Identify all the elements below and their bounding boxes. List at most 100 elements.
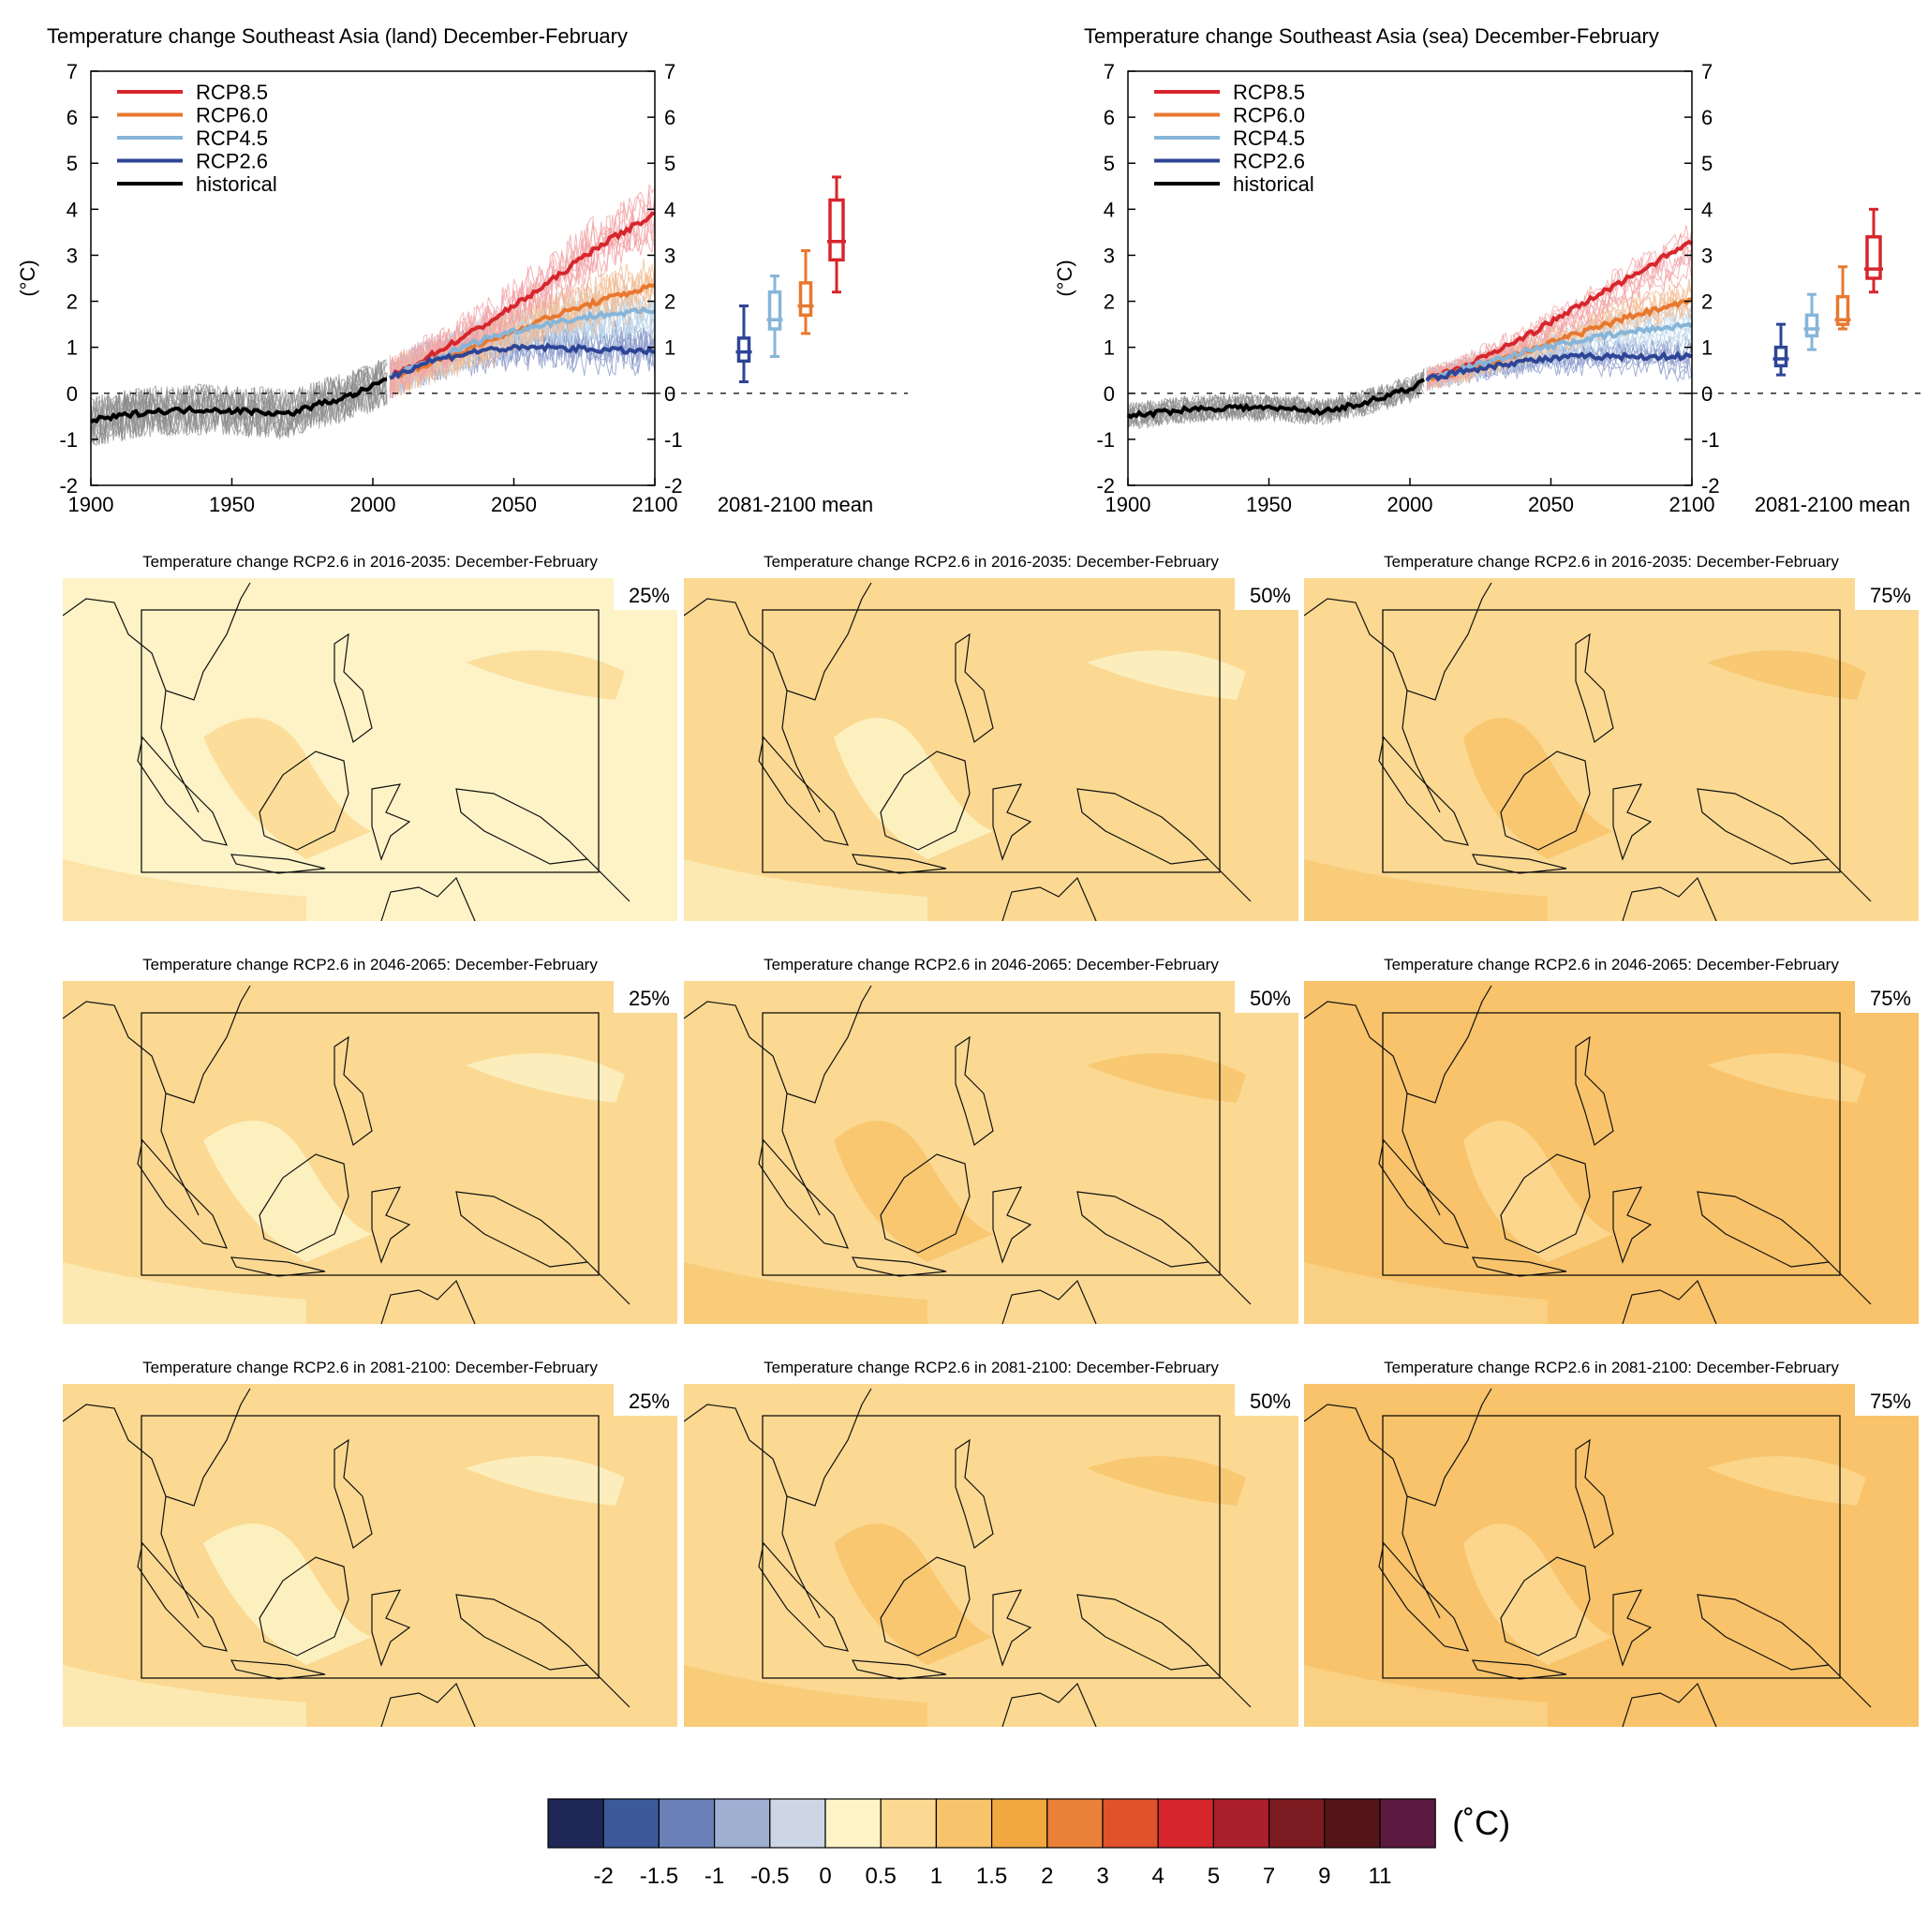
x-tick-label: 1900 xyxy=(1105,493,1151,516)
legend-label-historical: historical xyxy=(196,172,277,196)
map-title: Temperature change RCP2.6 in 2046-2065: … xyxy=(1384,956,1839,973)
colorbar-swatch xyxy=(1046,1798,1104,1849)
y-tick-label: 2 xyxy=(1104,290,1115,314)
rcp45-member-line xyxy=(1426,313,1693,385)
coastline xyxy=(371,1589,411,1667)
coastline xyxy=(160,1092,200,1216)
coastline xyxy=(1697,788,1831,865)
coastline xyxy=(334,632,373,744)
rcp85-mean-line xyxy=(389,211,656,379)
map-title: Temperature change RCP2.6 in 2081-2100: … xyxy=(142,1359,598,1376)
colorbar-tick-label: 7 xyxy=(1263,1864,1275,1889)
coastline xyxy=(380,1279,476,1324)
coastline xyxy=(880,751,971,851)
map-panel: 75% xyxy=(1304,578,1919,921)
colorbar-tick-label: 2 xyxy=(1041,1864,1053,1889)
y-axis-label: (°C) xyxy=(1053,260,1076,296)
colorbar-tick-label: -2 xyxy=(594,1864,614,1889)
anomaly-patch xyxy=(63,1262,306,1324)
percentile-label: 75% xyxy=(1870,987,1911,1010)
map-title: Temperature change RCP2.6 in 2046-2065: … xyxy=(142,956,598,973)
colorbar-tick-label: -0.5 xyxy=(750,1864,789,1889)
plot-frame xyxy=(1127,70,1693,486)
coastline xyxy=(851,1256,947,1277)
colorbar-swatch xyxy=(1157,1798,1215,1849)
anomaly-patch xyxy=(466,1053,625,1103)
coastline xyxy=(992,1589,1032,1667)
boxplot-box xyxy=(1773,345,1788,368)
coastline xyxy=(380,1682,476,1727)
rcp85-member-line xyxy=(1427,229,1693,382)
y-tick-label: 0 xyxy=(1104,382,1115,406)
coastline xyxy=(1378,1541,1470,1652)
coastline xyxy=(1622,876,1717,921)
map-title: Temperature change RCP2.6 in 2081-2100: … xyxy=(1384,1359,1839,1376)
y-tick-label-right: 5 xyxy=(1701,152,1713,175)
coastline xyxy=(1500,751,1591,851)
y-tick-label: -2 xyxy=(59,474,78,498)
percentile-box xyxy=(1855,1384,1919,1416)
anomaly-patch xyxy=(834,718,993,859)
y-tick-label-right: 2 xyxy=(1701,290,1713,314)
coastline xyxy=(455,788,589,865)
y-tick-label-right: 7 xyxy=(1701,60,1713,83)
legend-label-rcp85: RCP8.5 xyxy=(196,81,268,104)
coastline xyxy=(259,1556,349,1657)
coastline xyxy=(586,1664,630,1708)
coastline xyxy=(781,1495,821,1619)
colorbar-swatch xyxy=(824,1798,882,1849)
y-tick-label-right: -2 xyxy=(1701,474,1720,498)
coastline xyxy=(137,1138,229,1249)
coastline xyxy=(380,876,476,921)
y-tick-label: 7 xyxy=(67,60,78,83)
y-tick-label-right: 5 xyxy=(664,152,675,175)
anomaly-patch xyxy=(1463,1523,1613,1665)
percentile-box xyxy=(614,578,677,610)
coastline xyxy=(334,1035,373,1147)
coastline xyxy=(758,736,850,846)
coastline xyxy=(955,1035,994,1147)
coastline xyxy=(955,1438,994,1550)
colorbar-swatch xyxy=(769,1798,826,1849)
coastline xyxy=(586,1261,630,1305)
rcp85-member-line xyxy=(1426,225,1693,390)
percentile-label: 25% xyxy=(629,584,670,607)
coastline xyxy=(586,858,630,902)
legend-label-rcp45: RCP4.5 xyxy=(196,126,268,150)
coastline xyxy=(1402,690,1441,813)
coastline xyxy=(1471,1659,1567,1680)
coastline xyxy=(230,854,326,874)
boxplot-label: 2081-2100 mean xyxy=(718,493,873,516)
colorbar-tick-label: 4 xyxy=(1152,1864,1164,1889)
percentile-label: 50% xyxy=(1250,1390,1291,1413)
coastline xyxy=(1612,1186,1653,1264)
colorbar-swatch xyxy=(880,1798,938,1849)
anomaly-patch xyxy=(1087,1053,1246,1103)
y-tick-label-right: 0 xyxy=(1701,382,1713,406)
colorbar-swatch xyxy=(1212,1798,1270,1849)
colorbar-swatch xyxy=(935,1798,993,1849)
colorbar-swatch xyxy=(714,1798,771,1849)
coastline xyxy=(758,1138,850,1249)
coastline xyxy=(1208,1664,1252,1708)
coastline xyxy=(781,690,821,813)
percentile-box xyxy=(1235,1384,1298,1416)
y-tick-label-right: 3 xyxy=(664,244,675,267)
coastline xyxy=(1500,1556,1591,1657)
boxplot-box xyxy=(1865,235,1882,280)
y-tick-label: 5 xyxy=(1104,152,1115,175)
coastline xyxy=(1828,858,1872,902)
x-tick-label: 2050 xyxy=(491,493,537,516)
coastline xyxy=(1828,1664,1872,1708)
coastline xyxy=(1828,1261,1872,1305)
anomaly-patch xyxy=(63,859,306,921)
percentile-label: 50% xyxy=(1250,584,1291,607)
coastline xyxy=(1471,1256,1567,1277)
timeseries-land-chart: 1900 1950 2000 2050 2100-2 -2-1 -10 01 12 23 34 45 5… xyxy=(16,60,908,516)
colorbar-tick-label: -1.5 xyxy=(640,1864,678,1889)
y-tick-label: 7 xyxy=(1104,60,1115,83)
coastline xyxy=(160,1495,200,1619)
y-tick-label: 6 xyxy=(1104,106,1115,129)
anomaly-patch xyxy=(1707,1456,1866,1506)
anomaly-patch xyxy=(1304,1262,1548,1324)
